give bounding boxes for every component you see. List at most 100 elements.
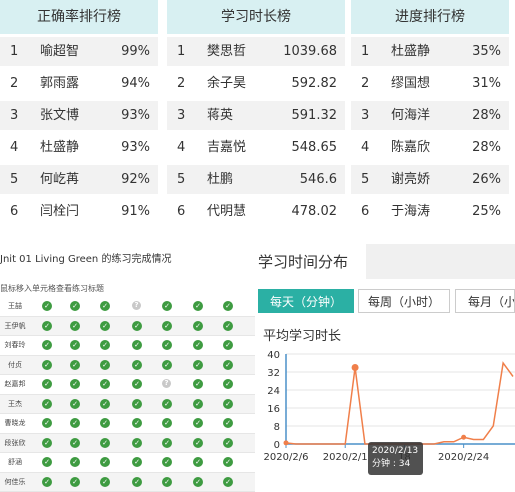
check-circle-icon: ✓: [70, 457, 80, 467]
exercise-cell[interactable]: ✓: [193, 340, 203, 350]
exercise-cell[interactable]: ✓: [162, 301, 172, 311]
exercise-cell[interactable]: ✓: [42, 360, 52, 370]
student-name: 王喆: [0, 297, 30, 315]
exercise-cell[interactable]: ✓: [223, 438, 233, 448]
exercise-cell[interactable]: ✓: [100, 438, 110, 448]
student-name: 刘春玲: [0, 336, 30, 354]
exercise-cell[interactable]: ✓: [42, 457, 52, 467]
exercise-cell[interactable]: ✓: [70, 321, 80, 331]
exercise-cell[interactable]: ✓: [162, 340, 172, 350]
exercise-cell[interactable]: ?: [132, 301, 142, 311]
exercise-cell[interactable]: ✓: [70, 340, 80, 350]
exercise-cell[interactable]: ✓: [100, 360, 110, 370]
exercise-cell[interactable]: ✓: [100, 418, 110, 428]
tab-weekly[interactable]: 每周（小时）: [358, 289, 450, 313]
exercise-cell[interactable]: ✓: [132, 360, 142, 370]
data-point: [352, 364, 359, 371]
exercise-cell[interactable]: ?: [162, 379, 172, 389]
exercise-cell[interactable]: ✓: [100, 301, 110, 311]
exercise-cell[interactable]: ✓: [162, 457, 172, 467]
exercise-cell[interactable]: ✓: [100, 340, 110, 350]
exercise-cell[interactable]: ✓: [70, 477, 80, 487]
exercise-cell[interactable]: ✓: [42, 321, 52, 331]
exercise-cell[interactable]: ✓: [162, 438, 172, 448]
exercise-cell[interactable]: ✓: [70, 301, 80, 311]
exercise-cell[interactable]: ✓: [223, 477, 233, 487]
exercise-cell[interactable]: ✓: [100, 321, 110, 331]
check-circle-icon: ✓: [223, 438, 233, 448]
exercise-cell[interactable]: ✓: [193, 399, 203, 409]
student-name: 余子昊: [207, 69, 246, 98]
exercise-cell[interactable]: ✓: [193, 301, 203, 311]
exercise-cell[interactable]: ✓: [70, 418, 80, 428]
x-tick-label: 2020/2/1: [323, 452, 368, 463]
exercise-cell[interactable]: ✓: [223, 399, 233, 409]
check-circle-icon: ✓: [42, 321, 52, 331]
exercise-cell[interactable]: ✓: [223, 418, 233, 428]
exercise-cell[interactable]: ✓: [70, 438, 80, 448]
exercise-cell[interactable]: ✓: [132, 457, 142, 467]
ranking-value: 28%: [472, 133, 501, 162]
exercise-cell[interactable]: ✓: [193, 457, 203, 467]
exercise-cell[interactable]: ✓: [162, 399, 172, 409]
exercise-cell[interactable]: ✓: [223, 379, 233, 389]
exercise-cell[interactable]: ✓: [162, 321, 172, 331]
exercise-cell[interactable]: ✓: [162, 418, 172, 428]
distribution-toolbar: [366, 244, 515, 279]
student-name: 何海洋: [391, 101, 430, 130]
ranking-value: 1039.68: [283, 37, 337, 66]
exercise-cell[interactable]: ✓: [193, 321, 203, 331]
exercise-cell[interactable]: ✓: [193, 418, 203, 428]
exercise-cell[interactable]: ✓: [223, 360, 233, 370]
exercise-cell[interactable]: ✓: [132, 321, 142, 331]
ranking-value: 548.65: [292, 133, 338, 162]
tab-monthly[interactable]: 每月（小: [455, 289, 515, 313]
exercise-cell[interactable]: ✓: [100, 477, 110, 487]
exercise-cell[interactable]: ✓: [132, 379, 142, 389]
exercise-cell[interactable]: ✓: [100, 379, 110, 389]
check-circle-icon: ✓: [70, 418, 80, 428]
exercise-cell[interactable]: ✓: [42, 379, 52, 389]
exercise-cell[interactable]: ✓: [223, 321, 233, 331]
exercise-cell[interactable]: ✓: [132, 399, 142, 409]
exercise-cell[interactable]: ✓: [162, 477, 172, 487]
x-tick-label: 2020/2/24: [438, 452, 489, 463]
exercise-cell[interactable]: ✓: [132, 438, 142, 448]
exercise-cell[interactable]: ✓: [42, 340, 52, 350]
exercise-cell[interactable]: ✓: [193, 477, 203, 487]
exercise-cell[interactable]: ✓: [42, 301, 52, 311]
exercise-cell[interactable]: ✓: [42, 418, 52, 428]
exercise-cell[interactable]: ✓: [162, 360, 172, 370]
exercise-cell[interactable]: ✓: [70, 399, 80, 409]
ranking-value: 546.6: [300, 165, 337, 194]
exercise-cell[interactable]: ✓: [132, 477, 142, 487]
exercise-cell[interactable]: ✓: [100, 399, 110, 409]
exercise-cell[interactable]: ✓: [193, 438, 203, 448]
check-circle-icon: ✓: [223, 457, 233, 467]
exercise-cell[interactable]: ✓: [70, 457, 80, 467]
exercise-cell[interactable]: ✓: [132, 340, 142, 350]
exercise-cell[interactable]: ✓: [223, 301, 233, 311]
ranking-value: 93%: [121, 133, 150, 162]
exercise-cell[interactable]: ✓: [42, 399, 52, 409]
exercise-cell[interactable]: ✓: [193, 360, 203, 370]
exercise-cell[interactable]: ✓: [193, 379, 203, 389]
exercise-cell[interactable]: ✓: [223, 340, 233, 350]
exercise-cell[interactable]: ✓: [132, 418, 142, 428]
check-circle-icon: ✓: [132, 360, 142, 370]
exercise-cell[interactable]: ✓: [70, 379, 80, 389]
exercise-cell[interactable]: ✓: [223, 457, 233, 467]
exercise-cell[interactable]: ✓: [42, 477, 52, 487]
rank-number: 4: [361, 133, 369, 162]
check-circle-icon: ✓: [70, 301, 80, 311]
exercise-cell[interactable]: ✓: [100, 457, 110, 467]
exercise-cell[interactable]: ✓: [42, 438, 52, 448]
check-circle-icon: ✓: [70, 360, 80, 370]
check-circle-icon: ✓: [132, 399, 142, 409]
exercise-cell[interactable]: ✓: [70, 360, 80, 370]
tab-daily[interactable]: 每天（分钟）: [258, 289, 354, 313]
